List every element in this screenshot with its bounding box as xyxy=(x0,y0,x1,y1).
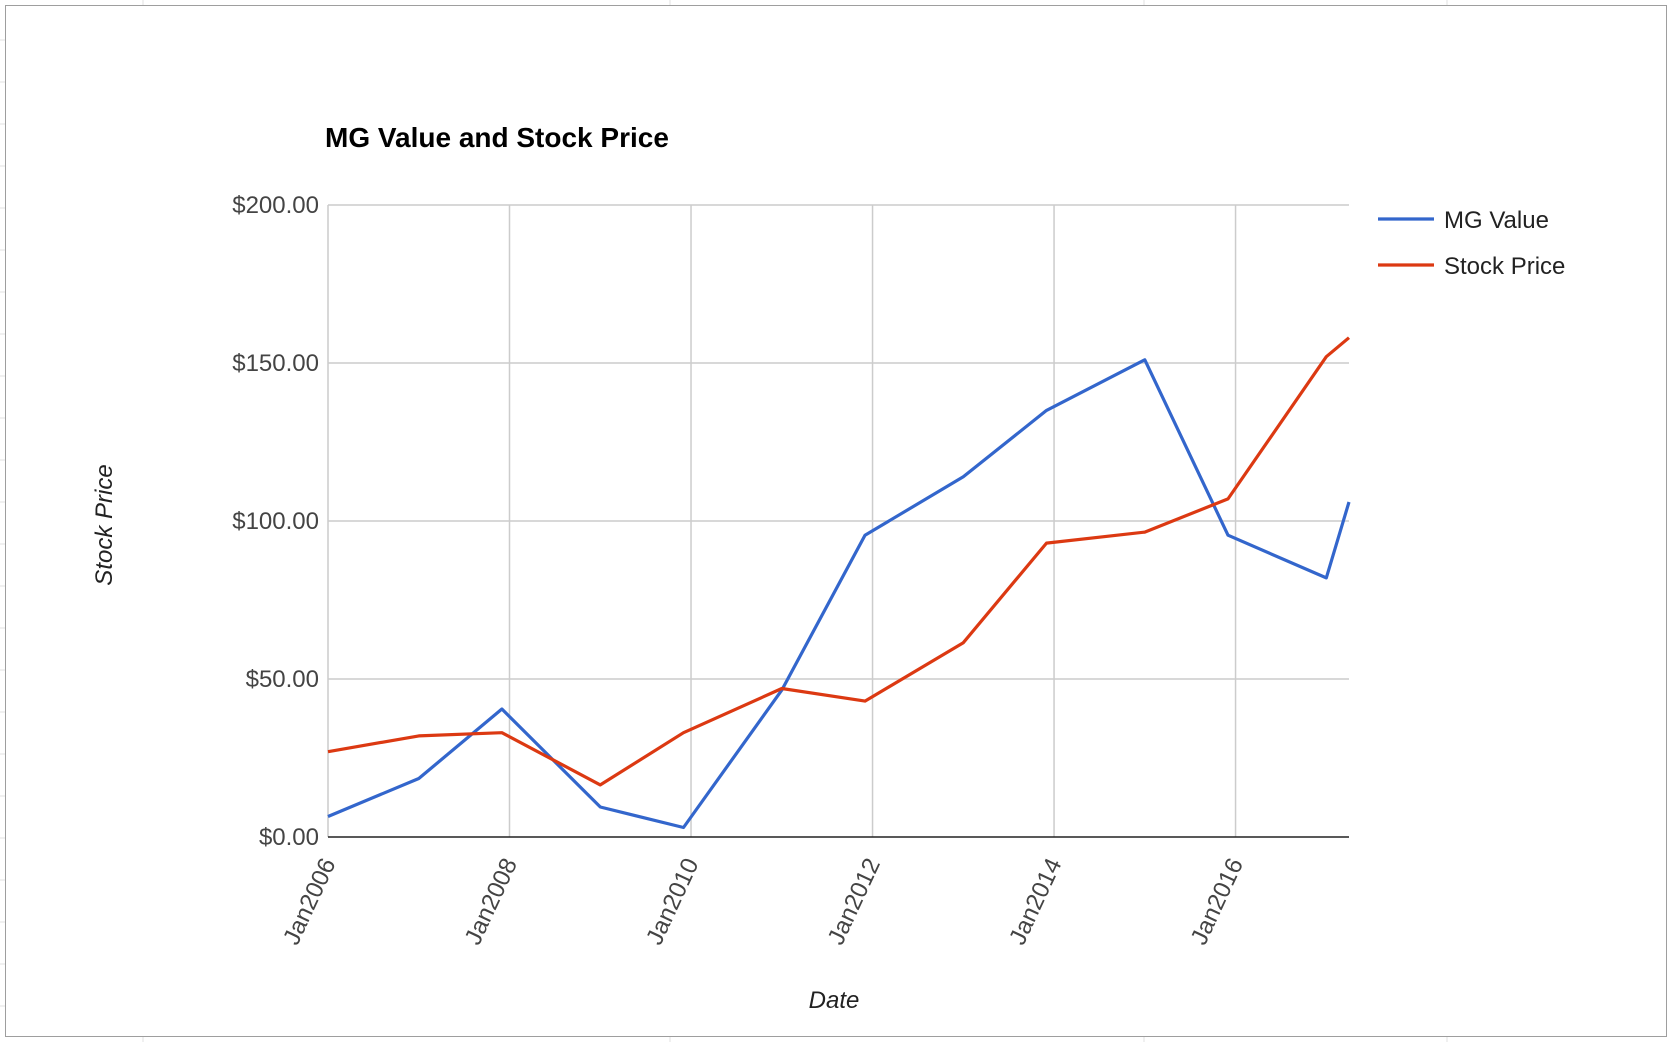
y-axis-title: Stock Price xyxy=(91,464,118,585)
x-tick-label: Jan2016 xyxy=(1186,854,1249,949)
y-tick-label: $100.00 xyxy=(232,508,319,535)
y-tick-label: $50.00 xyxy=(246,666,319,693)
y-tick-label: $0.00 xyxy=(259,824,319,851)
x-tick-label: Jan2010 xyxy=(641,854,704,949)
series-line xyxy=(327,336,1351,787)
chart-container[interactable]: $0.00 $50.00 $100.00 $150.00 $200.00 Jan2006… xyxy=(5,5,1667,1037)
legend: MG Value Stock Price xyxy=(1378,207,1565,280)
x-tick-label: Jan2008 xyxy=(460,854,523,949)
legend-label: MG Value xyxy=(1444,207,1549,234)
series-line xyxy=(327,358,1351,830)
x-axis-title: Date xyxy=(809,987,860,1014)
x-tick-label: Jan2014 xyxy=(1004,854,1067,949)
y-axis-tick-labels: $0.00 $50.00 $100.00 $150.00 $200.00 xyxy=(232,192,319,851)
x-axis-tick-labels: Jan2006 Jan2008 Jan2010 Jan2012 Jan2014 Jan20… xyxy=(278,854,1249,949)
line-chart: $0.00 $50.00 $100.00 $150.00 $200.00 Jan2006… xyxy=(91,122,1565,1014)
series-lines xyxy=(327,336,1351,830)
y-tick-label: $150.00 xyxy=(232,350,319,377)
gridlines xyxy=(327,204,1349,837)
x-tick-label: Jan2006 xyxy=(278,854,341,949)
y-tick-label: $200.00 xyxy=(232,192,319,219)
chart-title: MG Value and Stock Price xyxy=(325,122,669,153)
legend-label: Stock Price xyxy=(1444,253,1565,280)
x-tick-label: Jan2012 xyxy=(823,854,886,949)
